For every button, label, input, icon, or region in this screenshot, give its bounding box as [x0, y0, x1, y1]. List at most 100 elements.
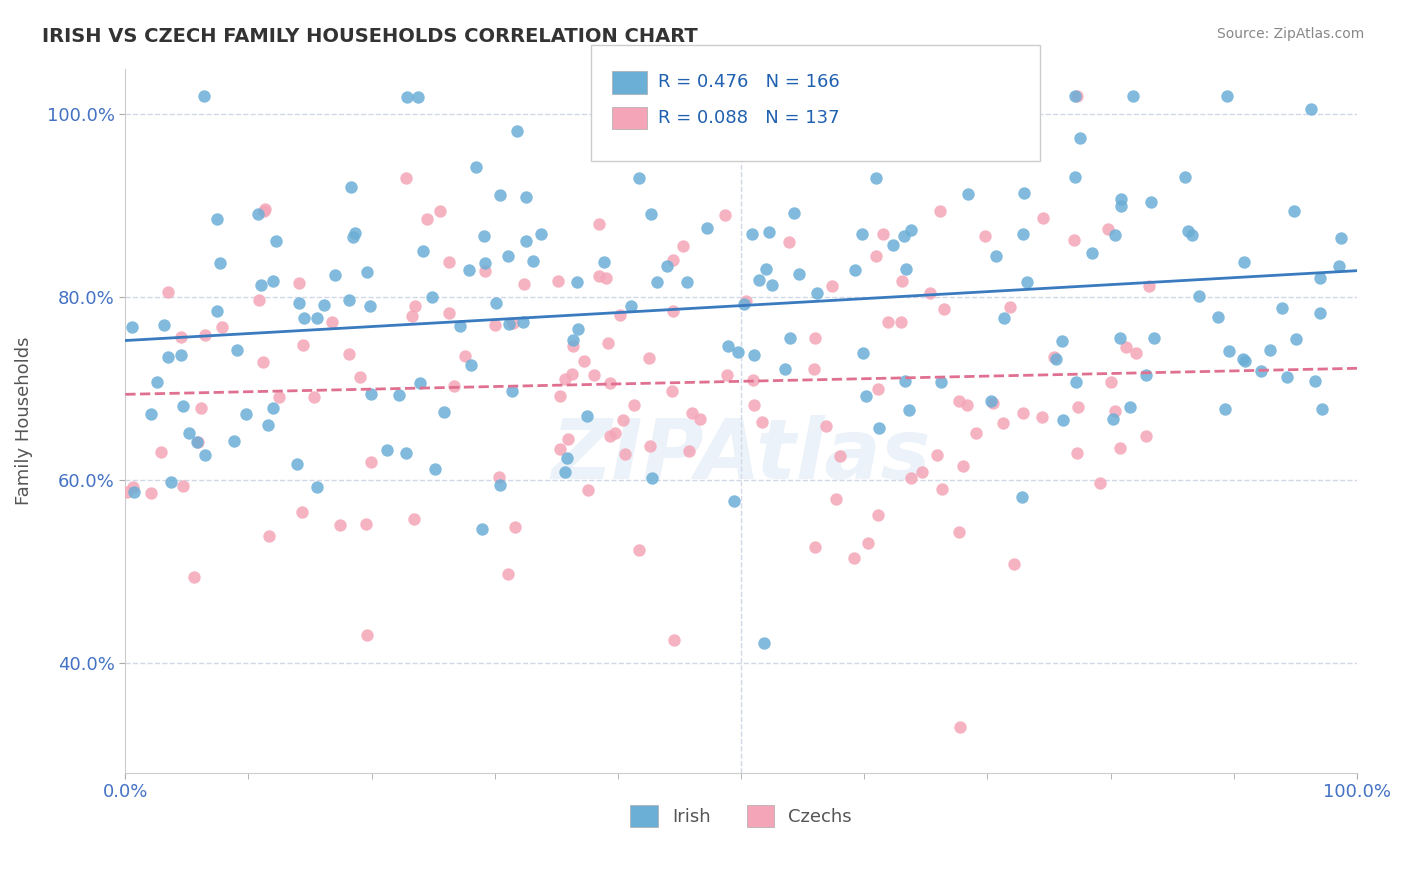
Irish [409, 376, 432, 390]
Czechs [628, 542, 651, 557]
Irish [620, 299, 643, 313]
Czechs [172, 479, 194, 493]
Irish [360, 386, 382, 401]
Czechs [356, 628, 378, 642]
Irish [122, 485, 145, 500]
Irish [1045, 352, 1067, 367]
Irish [250, 278, 273, 293]
Irish [396, 89, 419, 103]
Text: ZIPAtlas: ZIPAtlas [551, 416, 931, 496]
Czechs [637, 351, 659, 366]
Czechs [599, 376, 621, 390]
Czechs [803, 361, 825, 376]
Irish [235, 407, 257, 421]
Irish [1330, 230, 1353, 244]
Irish [1104, 228, 1126, 243]
Irish [1271, 301, 1294, 316]
Irish [628, 170, 651, 185]
Irish [1181, 228, 1204, 243]
Czechs [190, 401, 212, 415]
Czechs [1109, 441, 1132, 455]
Irish [159, 475, 181, 489]
Irish [388, 388, 411, 402]
Czechs [548, 442, 571, 457]
Irish [395, 445, 418, 459]
Irish [1102, 411, 1125, 425]
Irish [723, 494, 745, 508]
Irish [942, 123, 965, 137]
Czechs [661, 384, 683, 399]
Czechs [337, 347, 360, 361]
Irish [485, 296, 508, 310]
Irish [893, 229, 915, 244]
Irish [931, 375, 953, 389]
Irish [1069, 131, 1091, 145]
Czechs [329, 518, 352, 533]
Text: Source: ZipAtlas.com: Source: ZipAtlas.com [1216, 27, 1364, 41]
Irish [209, 256, 232, 270]
Irish [868, 421, 890, 435]
Irish [264, 234, 287, 248]
Czechs [574, 354, 596, 368]
Irish [717, 339, 740, 353]
Irish [1174, 170, 1197, 185]
Irish [647, 275, 669, 289]
Czechs [498, 567, 520, 582]
Czechs [562, 339, 585, 353]
Irish [1139, 194, 1161, 209]
Irish [225, 343, 247, 358]
Czechs [1104, 404, 1126, 418]
Czechs [638, 439, 661, 453]
Czechs [596, 336, 619, 351]
Czechs [981, 396, 1004, 410]
Irish [342, 229, 364, 244]
Irish [139, 408, 162, 422]
Czechs [1097, 222, 1119, 236]
Czechs [401, 310, 423, 324]
Irish [472, 228, 495, 243]
Irish [498, 317, 520, 331]
Irish [1109, 199, 1132, 213]
Czechs [734, 293, 756, 308]
Irish [344, 226, 367, 240]
Irish [489, 188, 512, 202]
Irish [337, 293, 360, 307]
Czechs [503, 520, 526, 534]
Czechs [900, 471, 922, 485]
Irish [1188, 289, 1211, 303]
Irish [292, 311, 315, 326]
Czechs [554, 372, 576, 386]
Irish [205, 212, 228, 227]
Irish [755, 261, 778, 276]
Irish [1250, 364, 1272, 378]
Czechs [484, 318, 506, 332]
Czechs [1063, 233, 1085, 247]
Irish [676, 275, 699, 289]
Irish [359, 300, 381, 314]
Irish [696, 220, 718, 235]
Czechs [1011, 406, 1033, 420]
Irish [205, 304, 228, 318]
Irish [758, 226, 780, 240]
Czechs [302, 390, 325, 404]
Irish [412, 244, 434, 258]
Czechs [488, 469, 510, 483]
Irish [984, 249, 1007, 263]
Czechs [821, 279, 844, 293]
Irish [288, 296, 311, 310]
Irish [787, 267, 810, 281]
Irish [1108, 331, 1130, 345]
Irish [502, 384, 524, 398]
Czechs [360, 455, 382, 469]
Irish [1213, 401, 1236, 416]
Czechs [1066, 89, 1088, 103]
Legend: Irish, Czechs: Irish, Czechs [623, 797, 859, 834]
Irish [1135, 368, 1157, 383]
Czechs [681, 406, 703, 420]
Irish [986, 125, 1008, 139]
Irish [172, 399, 194, 413]
Czechs [856, 535, 879, 549]
Czechs [814, 419, 837, 434]
Irish [1309, 270, 1331, 285]
Czechs [931, 483, 953, 497]
